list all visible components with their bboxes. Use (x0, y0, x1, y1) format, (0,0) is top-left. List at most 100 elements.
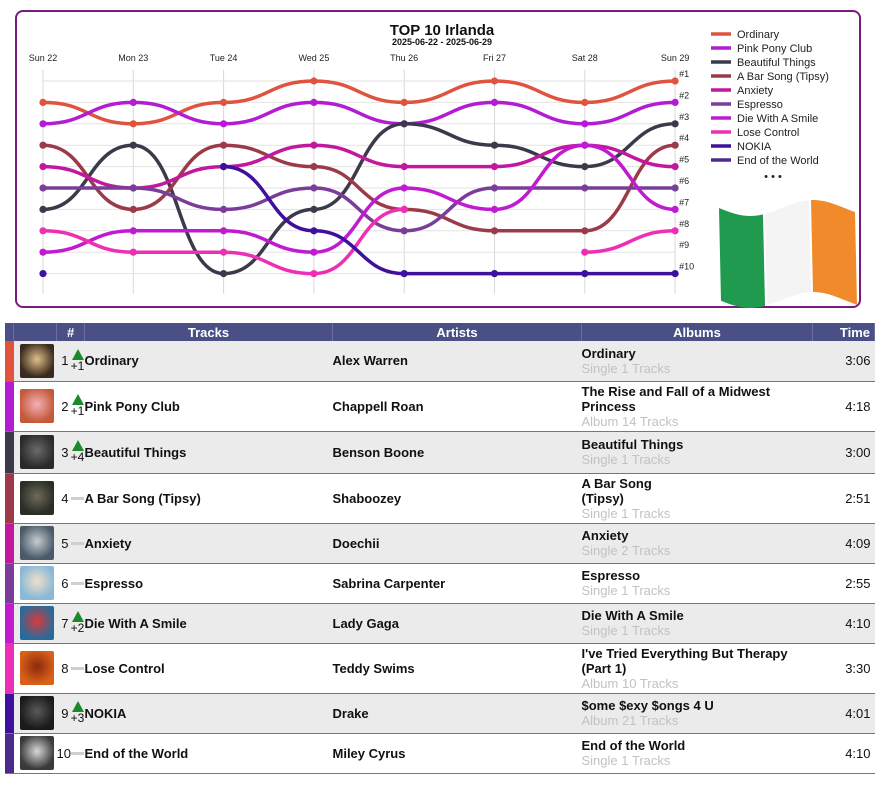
table-row[interactable]: 10 End of the World Miley Cyrus End of the … (5, 733, 875, 774)
album-name[interactable]: I've Tried Everything But Therapy (Part … (581, 645, 788, 676)
artist-name[interactable]: Teddy Swims (332, 643, 582, 694)
album-name[interactable]: Ordinary (581, 345, 636, 361)
chart-subtitle: 2025-06-22 - 2025-06-29 (392, 37, 492, 47)
album-info: Album 10 Tracks (581, 675, 679, 691)
y-tick-label: #7 (679, 197, 689, 207)
artist-name[interactable]: Chappell Roan (332, 381, 582, 432)
cover-cell (13, 563, 57, 604)
data-point (310, 163, 318, 171)
data-point (310, 98, 318, 106)
header-color-col (5, 323, 14, 341)
series-line-8 (583, 229, 677, 254)
track-title[interactable]: Beautiful Things (84, 431, 333, 474)
table-row[interactable]: 4 A Bar Song (Tipsy) Shaboozey A Bar Song (… (5, 473, 875, 524)
cover-cell (13, 431, 57, 474)
table-row[interactable]: 8 Lose Control Teddy Swims I've Tried Every… (5, 643, 875, 694)
data-point (400, 270, 408, 278)
album-cover-image[interactable] (19, 696, 54, 730)
data-point (490, 141, 499, 149)
track-title[interactable]: Anxiety (84, 523, 333, 564)
header-rank: # (56, 323, 85, 341)
album-cover-image[interactable] (19, 736, 54, 770)
album-cover-image[interactable] (19, 435, 54, 469)
album-name[interactable]: Beautiful Things (581, 437, 684, 452)
table-row[interactable]: 1 +1 Ordinary Alex Warren Ordinary Single 1 T… (5, 341, 875, 382)
album-info: Single 1 Tracks (581, 753, 671, 768)
album-cover-image[interactable] (19, 651, 54, 685)
row-color-marker (5, 341, 14, 382)
table-row[interactable]: 7 +2 Die With A Smile Lady Gaga Die With A S… (5, 603, 875, 644)
album-cover-image[interactable] (19, 343, 54, 378)
table-row[interactable]: 3 +4 Beautiful Things Benson Boone Beautiful… (5, 431, 875, 474)
data-point (310, 205, 318, 213)
cover-cell (13, 341, 57, 382)
rank-number: 7 (56, 603, 71, 644)
header-cover-col (13, 323, 57, 341)
album-cover-image[interactable] (19, 389, 54, 423)
track-title[interactable]: End of the World (84, 733, 333, 774)
legend-label: Ordinary (737, 29, 780, 41)
table-row[interactable]: 2 +1 Pink Pony Club Chappell Roan The Rise a… (5, 381, 875, 432)
y-tick-label: #2 (679, 90, 689, 100)
album-info: Single 1 Tracks (581, 452, 671, 467)
data-point (129, 141, 137, 149)
cover-cell (13, 693, 57, 734)
artist-name[interactable]: Miley Cyrus (332, 733, 582, 774)
album-cover-image[interactable] (19, 566, 54, 600)
data-point (490, 227, 499, 235)
track-title[interactable]: A Bar Song (Tipsy) (84, 473, 333, 524)
table-row[interactable]: 6 Espresso Sabrina Carpenter Espresso Single… (5, 563, 875, 604)
no-change-icon (71, 581, 84, 585)
data-point (581, 184, 589, 192)
album-info: Single 1 Tracks (581, 623, 671, 638)
series-line-2 (41, 100, 677, 126)
artist-name[interactable]: Drake (332, 693, 582, 734)
artist-name[interactable]: Alex Warren (332, 341, 582, 382)
track-title[interactable]: Espresso (84, 563, 333, 604)
album-name[interactable]: Die With A Smile (581, 608, 684, 623)
arrow-up-icon (71, 611, 84, 622)
album-name[interactable]: The Rise and Fall of a Midwest Princess (581, 383, 771, 414)
album-cover-image[interactable] (19, 606, 54, 640)
rank-change-value: +4 (70, 450, 85, 464)
track-title[interactable]: NOKIA (84, 693, 333, 734)
album-cover-image[interactable] (19, 481, 54, 515)
data-point (220, 227, 228, 235)
artist-name[interactable]: Doechii (332, 523, 582, 564)
data-point (671, 163, 679, 171)
track-title[interactable]: Lose Control (84, 643, 333, 694)
series-line-1 (41, 79, 677, 126)
data-point (220, 141, 228, 149)
album-name[interactable]: Anxiety (581, 528, 629, 543)
table-row[interactable]: 9 +3 NOKIA Drake $ome $exy $ongs 4 U Album 21… (5, 693, 875, 734)
track-title[interactable]: Die With A Smile (84, 603, 333, 644)
table-row[interactable]: 5 Anxiety Doechii Anxiety Single 2 Tracks 4:0… (5, 523, 875, 564)
album-name[interactable]: Espresso (581, 568, 641, 583)
track-title[interactable]: Pink Pony Club (84, 381, 333, 432)
data-point (581, 98, 589, 106)
artist-name[interactable]: Sabrina Carpenter (332, 563, 582, 604)
artist-name[interactable]: Benson Boone (332, 431, 582, 474)
track-title[interactable]: Ordinary (84, 341, 333, 382)
flag-band (719, 208, 765, 308)
album-info: Album 14 Tracks (581, 413, 679, 429)
data-point (671, 205, 679, 213)
x-tick-label: Sat 28 (572, 53, 598, 63)
legend-label: NOKIA (737, 141, 772, 153)
data-point (490, 163, 499, 171)
tracks-table: # Tracks Artists Albums Time 1 +1 Ordinary… (5, 323, 875, 774)
album-name[interactable]: A Bar Song (Tipsy) (581, 475, 652, 506)
album-name[interactable]: End of the World (581, 738, 686, 753)
album-name[interactable]: $ome $exy $ongs 4 U (581, 698, 714, 713)
album-cell: $ome $exy $ongs 4 U Album 21 Tracks (581, 693, 813, 734)
rank-number: 10 (56, 733, 71, 774)
flag-band (765, 200, 811, 306)
cover-cell (13, 523, 57, 564)
data-point (310, 248, 318, 256)
track-duration: 4:10 (812, 603, 875, 644)
artist-name[interactable]: Lady Gaga (332, 603, 582, 644)
album-cover-image[interactable] (19, 526, 54, 560)
artist-name[interactable]: Shaboozey (332, 473, 582, 524)
row-color-marker (5, 381, 14, 432)
rank-change (70, 733, 85, 774)
